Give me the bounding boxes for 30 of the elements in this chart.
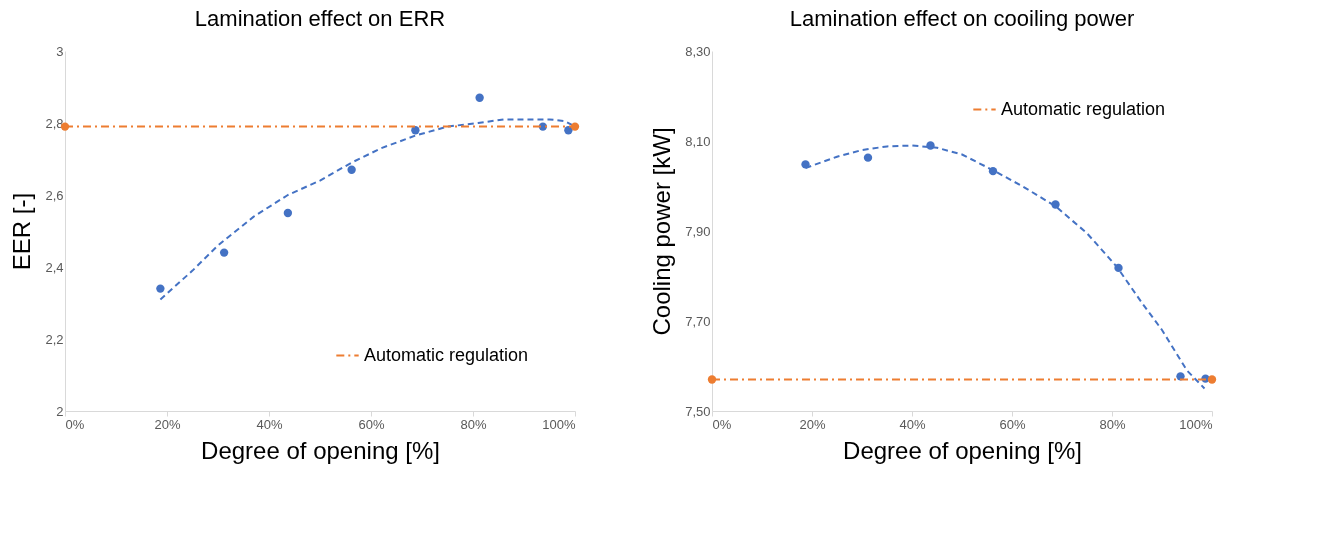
x-tick-label: 100% [1179, 416, 1213, 432]
legend-label: Automatic regulation [364, 344, 529, 365]
y-tick-label: 8,30 [685, 43, 711, 59]
chart-title: Lamination effect on cooiling power [789, 6, 1135, 31]
x-tick-label: 20% [154, 416, 181, 432]
x-tick-label: 0% [712, 416, 732, 432]
chart-title: Lamination effect on ERR [194, 6, 446, 31]
y-tick-label: 7,90 [685, 223, 711, 239]
y-tick-label: 3 [56, 43, 64, 59]
x-tick-label: 80% [460, 416, 487, 432]
y-axis-title: EER [-] [8, 192, 36, 271]
y-tick-label: 7,70 [685, 313, 711, 329]
y-tick-label: 7,50 [685, 403, 711, 419]
y-tick-label: 2,4 [45, 259, 64, 275]
y-tick-label: 2,6 [45, 187, 64, 203]
y-tick-label: 2,2 [45, 331, 64, 347]
x-tick-label: 40% [256, 416, 283, 432]
x-tick-label: 0% [65, 416, 85, 432]
x-tick-label: 80% [1099, 416, 1126, 432]
x-axis-title: Degree of opening [%] [201, 436, 440, 464]
x-axis-title: Degree of opening [%] [843, 436, 1082, 464]
x-tick-label: 60% [358, 416, 385, 432]
y-axis-title: Cooling power [kW] [648, 127, 676, 336]
y-tick-label: 8,10 [685, 133, 711, 149]
y-tick-label: 2 [56, 403, 64, 419]
x-tick-label: 40% [899, 416, 926, 432]
x-tick-label: 60% [999, 416, 1026, 432]
legend-label: Automatic regulation [1001, 98, 1166, 119]
x-tick-label: 100% [542, 416, 576, 432]
x-tick-label: 20% [799, 416, 826, 432]
